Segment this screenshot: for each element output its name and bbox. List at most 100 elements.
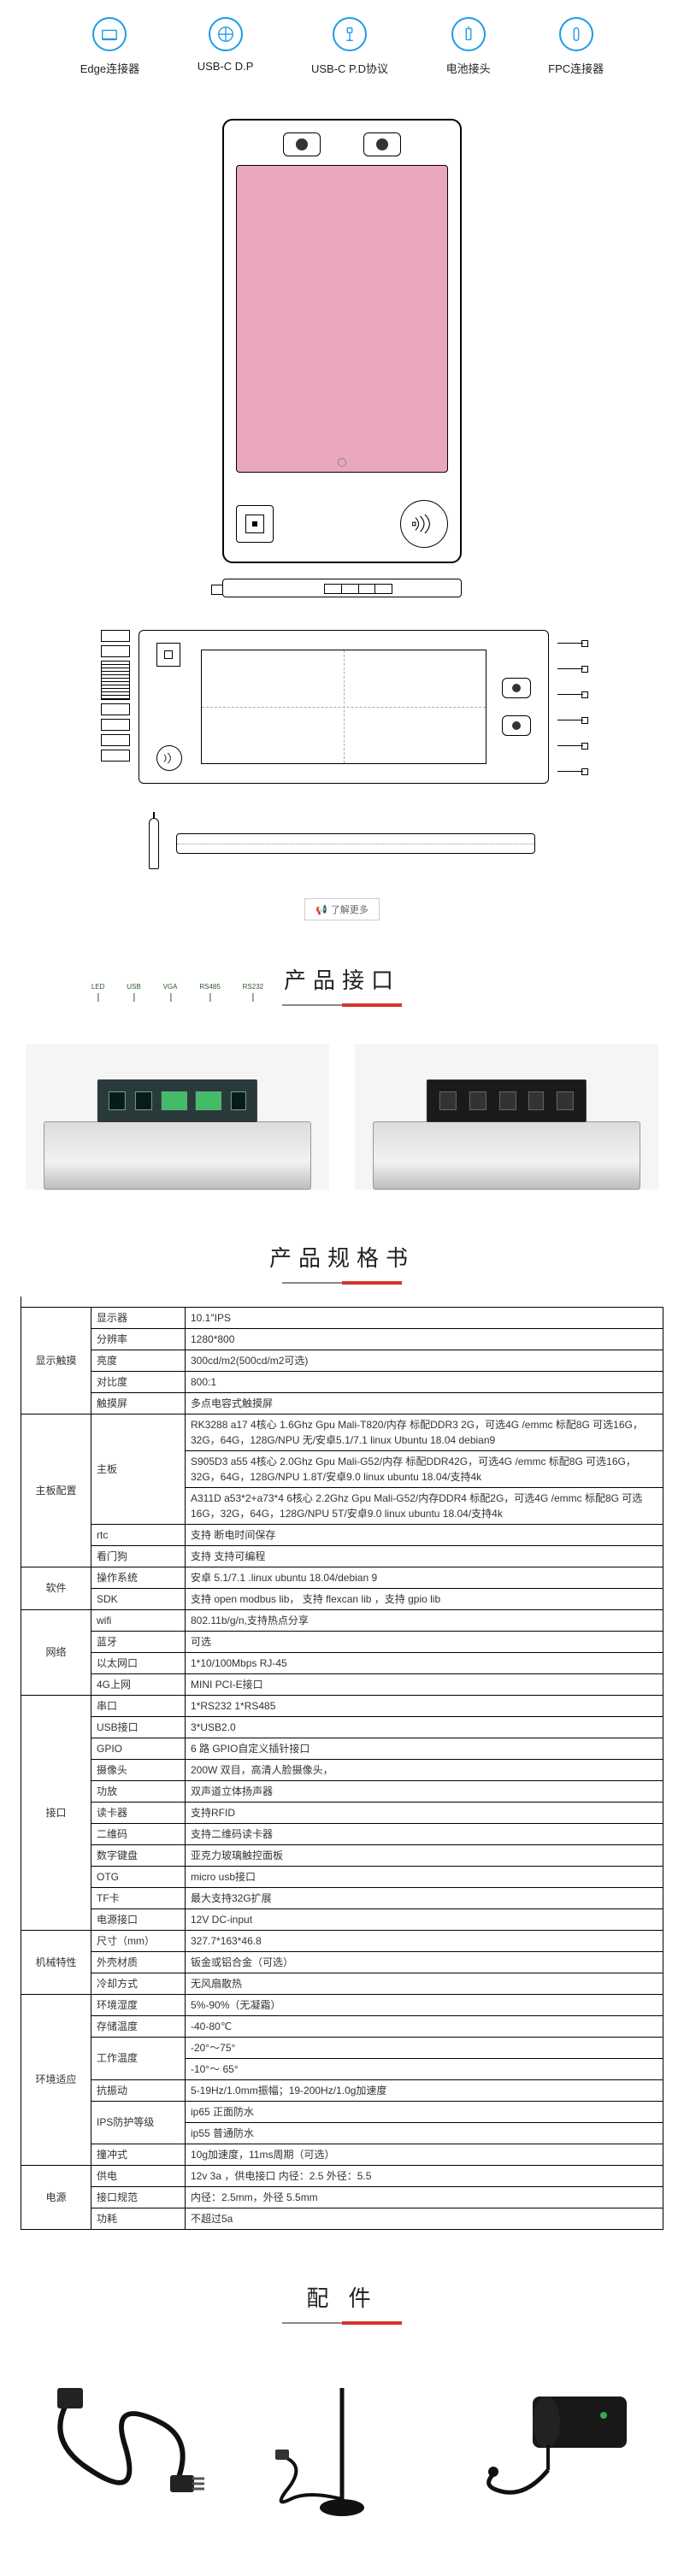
spec-category-cell: 网络 — [21, 1609, 91, 1695]
device-screen — [236, 165, 448, 473]
spec-value-cell: 5-19Hz/1.0mm振幅；19-200Hz/1.0g加速度 — [186, 2079, 663, 2101]
table-row: GPIO6 路 GPIO自定义插针接口 — [21, 1738, 663, 1759]
spec-label-cell: 存储温度 — [91, 2015, 186, 2037]
spec-label-cell: OTG — [91, 1866, 186, 1887]
device-bottom-edge-diagram — [0, 572, 684, 604]
spec-value-cell: S905D3 a55 4核心 2.0Ghz Gpu Mali-G52/内存 标配… — [186, 1450, 663, 1487]
spec-label-cell: 工作温度 — [91, 2037, 186, 2079]
spec-label-cell: 读卡器 — [91, 1802, 186, 1823]
table-row: 接口规范内径：2.5mm，外径 5.5mm — [21, 2186, 663, 2208]
spec-value-cell: 3*USB2.0 — [186, 1716, 663, 1738]
spec-label-cell: 撞冲式 — [91, 2144, 186, 2165]
home-button-icon — [338, 458, 346, 467]
spec-value-cell: ip55 普通防水 — [186, 2122, 663, 2144]
antenna-icon — [256, 2371, 428, 2525]
spec-value-cell: 802.11b/g/n,支持热点分享 — [186, 1609, 663, 1631]
section-title: 配 件 — [0, 2281, 684, 2321]
spec-value-cell: 内径：2.5mm，外径 5.5mm — [186, 2186, 663, 2208]
spec-value-cell: micro usb接口 — [186, 1866, 663, 1887]
spec-value-cell: 可选 — [186, 1631, 663, 1652]
speaker-icon: 📢 — [315, 904, 327, 915]
spec-label-cell: wifi — [91, 1609, 186, 1631]
spec-value-cell: 支持二维码读卡器 — [186, 1823, 663, 1844]
spec-value-cell: -40-80℃ — [186, 2015, 663, 2037]
qr-scanner-icon — [156, 643, 180, 667]
table-row: 工作温度-20°～75° — [21, 2037, 663, 2058]
spec-value-cell: 最大支持32G扩展 — [186, 1887, 663, 1908]
table-row: 读卡器支持RFID — [21, 1802, 663, 1823]
table-row: 存储温度-40-80℃ — [21, 2015, 663, 2037]
table-row: 主板配置主板RK3288 a17 4核心 1.6Ghz Gpu Mali-T82… — [21, 1414, 663, 1450]
spec-value-cell: A311D a53*2+a73*4 6核心 2.2Ghz Gpu Mali-G5… — [186, 1487, 663, 1524]
device-top-edge-diagram — [0, 801, 684, 886]
spec-label-cell: 蓝牙 — [91, 1631, 186, 1652]
antenna-icon — [149, 818, 159, 869]
spec-label-cell: 冷却方式 — [91, 1973, 186, 1994]
interface-photos-row: LED USB VGA RS485 RS232 — [0, 1019, 684, 1224]
table-row: 抗振动5-19Hz/1.0mm振幅；19-200Hz/1.0g加速度 — [21, 2079, 663, 2101]
spec-label-cell: 接口规范 — [91, 2186, 186, 2208]
spec-label-cell: 电源接口 — [91, 1908, 186, 1930]
spec-value-cell: 327.7*163*46.8 — [186, 1930, 663, 1951]
spec-table-wrap: 显示触摸显示器10.1″IPS分辨率1280*800亮度300cd/m2(500… — [0, 1297, 684, 2264]
spec-value-cell: 支持 open modbus lib， 支持 flexcan lib ，支持 g… — [186, 1588, 663, 1609]
table-row: 功放双声道立体扬声器 — [21, 1780, 663, 1802]
learn-more-button[interactable]: 📢 了解更多 — [304, 898, 380, 920]
spec-value-cell: -20°～75° — [186, 2037, 663, 2058]
spec-value-cell: 无风扇散热 — [186, 1973, 663, 1994]
spec-value-cell: 多点电容式触摸屏 — [186, 1392, 663, 1414]
table-row: 触摸屏多点电容式触摸屏 — [21, 1392, 663, 1414]
table-row: USB接口3*USB2.0 — [21, 1716, 663, 1738]
edge-connector-icon — [92, 17, 127, 51]
table-row: 二维码支持二维码读卡器 — [21, 1823, 663, 1844]
spec-value-cell: 支持 支持可编程 — [186, 1545, 663, 1567]
spec-value-cell: 6 路 GPIO自定义插针接口 — [186, 1738, 663, 1759]
table-row: 摄像头200W 双目，高清人脸摄像头， — [21, 1759, 663, 1780]
spec-label-cell: SDK — [91, 1588, 186, 1609]
usbc-dp-icon — [209, 17, 243, 51]
table-row: 数字键盘亚克力玻璃触控面板 — [21, 1844, 663, 1866]
spec-category-cell: 机械特性 — [21, 1930, 91, 1994]
port-labels: LED USB VGA RS485 RS232 — [80, 983, 274, 991]
spec-label-cell: 供电 — [91, 2165, 186, 2186]
table-row: 蓝牙可选 — [21, 1631, 663, 1652]
accessory-power-adapter — [468, 2371, 650, 2525]
spec-category-cell: 电源 — [21, 2165, 91, 2229]
table-row: OTGmicro usb接口 — [21, 1866, 663, 1887]
icon-fpc: FPC连接器 — [548, 17, 604, 76]
spec-category-cell: 软件 — [21, 1567, 91, 1609]
spec-value-cell: 1*10/100Mbps RJ-45 — [186, 1652, 663, 1673]
camera-left-icon — [283, 132, 321, 156]
table-row: 电源接口12V DC-input — [21, 1908, 663, 1930]
power-cable-icon — [40, 2371, 211, 2525]
spec-value-cell: 双声道立体扬声器 — [186, 1780, 663, 1802]
spec-value-cell: 10g加速度，11ms周期（可选） — [186, 2144, 663, 2165]
spec-label-cell: USB接口 — [91, 1716, 186, 1738]
spec-label-cell: 亮度 — [91, 1350, 186, 1371]
icon-label: USB-C D.P — [198, 60, 254, 73]
spec-category-cell: 主板配置 — [21, 1414, 91, 1567]
table-row: IPS防护等级ip65 正面防水 — [21, 2101, 663, 2122]
accessory-power-cable — [34, 2371, 216, 2525]
spec-label-cell: GPIO — [91, 1738, 186, 1759]
icon-edge-connector: Edge连接器 — [80, 17, 139, 76]
spec-label-cell: 功放 — [91, 1780, 186, 1802]
table-row: 看门狗支持 支持可编程 — [21, 1545, 663, 1567]
icon-label: Edge连接器 — [80, 60, 139, 76]
spec-value-cell: 12v 3a ，供电接口 内径：2.5 外径：5.5 — [186, 2165, 663, 2186]
spec-table: 显示触摸显示器10.1″IPS分辨率1280*800亮度300cd/m2(500… — [21, 1297, 663, 2230]
spec-label-cell: 二维码 — [91, 1823, 186, 1844]
port-strip-left — [101, 630, 130, 784]
spec-value-cell: MINI PCI-E接口 — [186, 1673, 663, 1695]
spec-value-cell: 亚克力玻璃触控面板 — [186, 1844, 663, 1866]
spec-label-cell: 主板 — [91, 1414, 186, 1524]
spec-value-cell: -10°～ 65° — [186, 2058, 663, 2079]
nfc-reader-icon — [156, 745, 182, 771]
device-front-diagram — [0, 102, 684, 572]
table-row: rtc支持 断电时间保存 — [21, 1524, 663, 1545]
table-row: 冷却方式无风扇散热 — [21, 1973, 663, 1994]
nfc-reader-icon — [400, 500, 448, 548]
spec-category-cell: 环境适应 — [21, 1994, 91, 2165]
table-row: 机械特性尺寸（mm）327.7*163*46.8 — [21, 1930, 663, 1951]
spec-label-cell: 数字键盘 — [91, 1844, 186, 1866]
